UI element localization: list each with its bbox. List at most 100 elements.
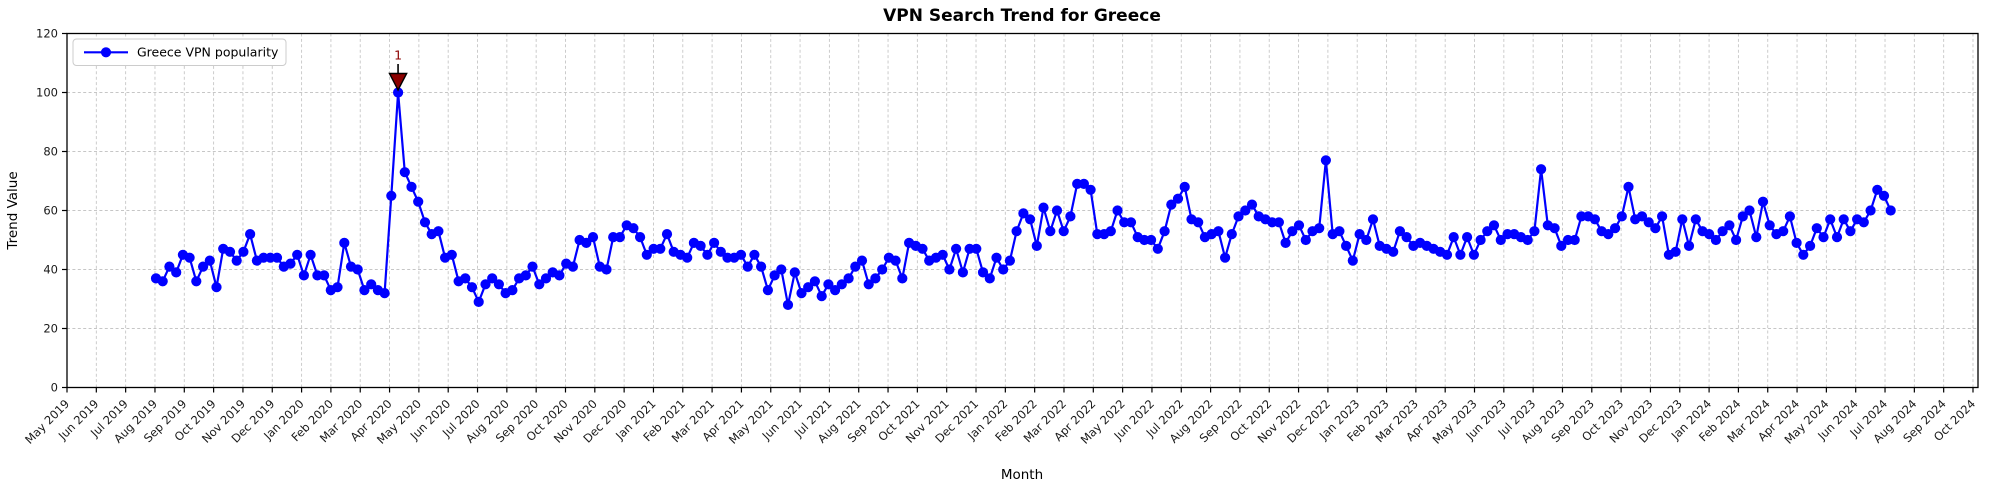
data-point-marker xyxy=(1018,208,1029,219)
data-point-marker xyxy=(271,252,283,263)
data-point-marker xyxy=(211,282,222,293)
data-point-marker xyxy=(191,276,202,287)
data-point-marker xyxy=(1831,232,1843,243)
data-point-marker xyxy=(1683,240,1695,251)
data-point-marker xyxy=(614,232,626,243)
data-point-marker xyxy=(1240,205,1251,216)
data-point-marker xyxy=(1273,217,1284,228)
data-point-marker xyxy=(1078,178,1089,189)
data-point-marker xyxy=(1166,199,1177,210)
data-point-marker xyxy=(1589,214,1600,225)
data-point-marker xyxy=(762,285,774,296)
data-point-marker xyxy=(1172,193,1184,204)
data-point-marker xyxy=(587,232,599,243)
data-point-marker xyxy=(534,279,545,290)
data-point-marker xyxy=(1065,211,1076,222)
data-point-marker xyxy=(715,246,726,257)
data-point-marker xyxy=(917,243,928,254)
data-point-marker xyxy=(1784,211,1795,222)
data-point-marker xyxy=(1367,214,1379,225)
data-point-marker xyxy=(339,237,350,248)
data-point-marker xyxy=(635,232,646,243)
data-point-marker xyxy=(769,270,780,281)
data-point-marker xyxy=(1825,214,1836,225)
data-point-marker xyxy=(1058,226,1069,237)
data-point-marker xyxy=(1004,255,1016,266)
data-point-marker xyxy=(776,264,787,275)
data-point-marker xyxy=(285,258,296,269)
data-point-marker xyxy=(1791,237,1802,248)
data-point-marker xyxy=(1603,229,1614,240)
y-tick-label: 120 xyxy=(36,27,58,41)
data-point-marker xyxy=(480,279,491,290)
data-point-marker xyxy=(298,270,309,281)
data-point-marker xyxy=(1872,184,1883,195)
data-point-marker xyxy=(998,264,1009,275)
data-point-marker xyxy=(1858,217,1869,228)
data-point-marker xyxy=(466,282,478,293)
data-point-marker xyxy=(756,261,767,272)
data-point-marker xyxy=(1468,249,1479,260)
data-point-marker xyxy=(951,243,962,254)
data-point-marker xyxy=(1549,223,1560,234)
data-point-marker xyxy=(1085,184,1096,195)
data-point-marker xyxy=(1361,234,1372,246)
data-point-marker xyxy=(850,261,861,272)
data-point-marker xyxy=(1293,220,1305,231)
chart-title: VPN Search Trend for Greece xyxy=(883,6,1161,26)
data-point-marker xyxy=(957,267,969,278)
data-point-marker xyxy=(695,240,706,251)
data-point-marker xyxy=(1220,252,1231,263)
legend-label: Greece VPN popularity xyxy=(137,45,279,60)
data-point-marker xyxy=(1878,190,1890,201)
data-point-marker xyxy=(433,226,444,237)
data-point-marker xyxy=(1845,226,1856,237)
data-point-marker xyxy=(1320,155,1331,166)
data-point-marker xyxy=(1334,226,1345,237)
data-point-marker xyxy=(809,276,821,287)
data-point-marker xyxy=(204,255,215,266)
data-point-marker xyxy=(1475,234,1486,246)
data-point-marker xyxy=(1341,240,1352,251)
data-point-marker xyxy=(1038,202,1049,213)
data-point-marker xyxy=(1488,220,1500,231)
data-point-marker xyxy=(709,237,720,248)
data-point-marker xyxy=(1556,240,1567,251)
data-point-marker xyxy=(628,223,639,234)
data-point-marker xyxy=(1757,196,1769,207)
data-point-marker xyxy=(1300,234,1311,246)
data-point-marker xyxy=(816,291,827,302)
data-point-marker xyxy=(937,249,948,260)
data-point-marker xyxy=(796,288,807,299)
y-tick-label: 40 xyxy=(43,263,58,277)
data-point-marker xyxy=(1764,220,1775,231)
data-point-marker xyxy=(661,229,673,240)
y-tick-label: 60 xyxy=(43,204,58,218)
data-point-marker xyxy=(460,273,471,284)
data-point-marker xyxy=(184,252,195,263)
data-point-marker xyxy=(789,267,800,278)
y-tick-label: 80 xyxy=(43,145,58,159)
data-point-marker xyxy=(971,243,982,254)
data-point-marker xyxy=(1280,237,1291,248)
data-point-marker xyxy=(1744,205,1755,216)
data-point-marker xyxy=(1125,217,1137,228)
data-point-marker xyxy=(1159,226,1170,237)
legend-marker xyxy=(100,47,112,58)
data-point-marker xyxy=(406,181,417,192)
data-point-marker xyxy=(977,267,989,278)
data-point-marker xyxy=(655,243,666,254)
data-point-marker xyxy=(520,270,531,281)
data-point-marker xyxy=(830,285,841,296)
data-point-marker xyxy=(1798,249,1809,260)
data-point-marker xyxy=(856,255,868,266)
data-point-marker xyxy=(1025,214,1036,225)
data-point-marker xyxy=(1193,217,1204,228)
data-point-marker xyxy=(386,190,397,201)
data-point-marker xyxy=(1354,229,1365,240)
data-point-marker xyxy=(984,273,995,284)
data-point-marker xyxy=(1287,226,1298,237)
data-point-marker xyxy=(366,279,377,290)
data-point-marker xyxy=(1616,211,1627,222)
